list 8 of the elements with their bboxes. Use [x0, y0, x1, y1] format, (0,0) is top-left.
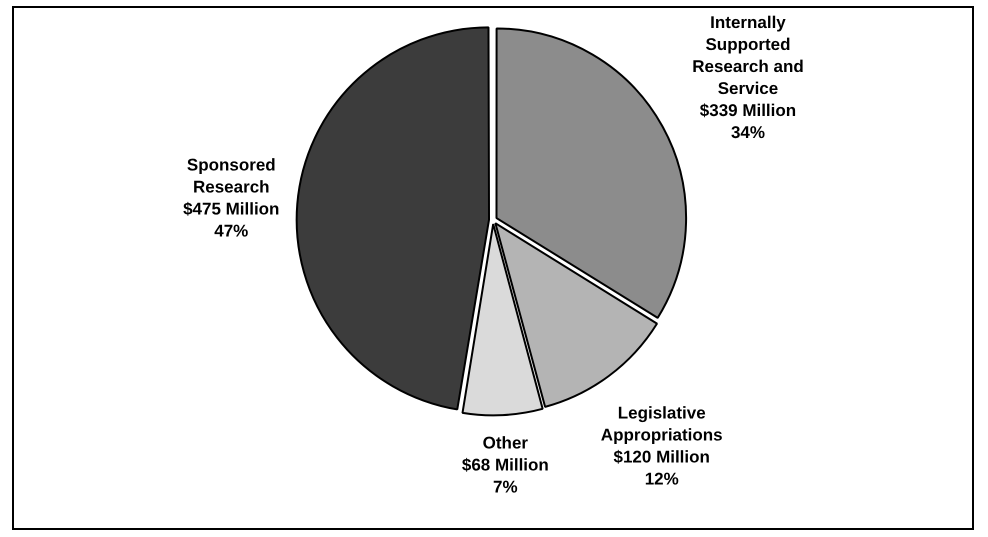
data-label: $68 Million 7% — [462, 456, 549, 497]
data-label: $120 Million 12% — [614, 447, 710, 488]
slice-label: Sponsored Research — [186, 155, 276, 196]
data-label: $475 Million 47% — [183, 199, 280, 240]
data-label: $339 Million 34% — [700, 100, 796, 142]
slice-label: Internally Supported Research and Service — [692, 12, 804, 98]
slice-label: Other — [482, 434, 528, 453]
slice-label: Legislative Appropriations — [600, 403, 723, 444]
